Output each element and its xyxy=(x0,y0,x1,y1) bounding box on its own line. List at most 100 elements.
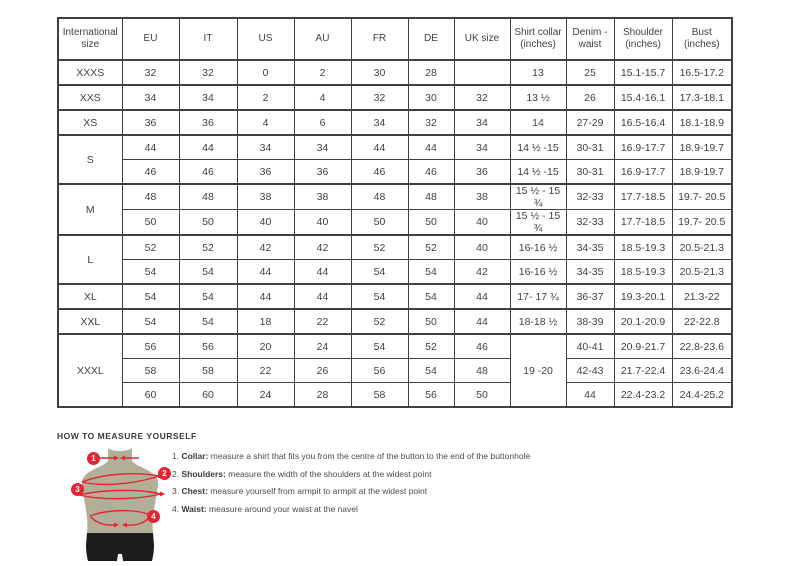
cell: 22 xyxy=(236,358,295,383)
cell: 36-37 xyxy=(565,283,615,310)
cell: 32 xyxy=(121,59,180,86)
cell: 50 xyxy=(121,209,180,236)
cell: 40 xyxy=(453,234,511,260)
cell: 34 xyxy=(453,134,511,160)
table-row-xxxs: XXXS 32 32 0 2 30 28 13 25 15.1-15.7 16.… xyxy=(57,59,733,86)
cell: 6 xyxy=(293,109,352,136)
cell: 18 xyxy=(236,308,295,335)
cell: 52 xyxy=(178,234,238,260)
cell: 48 xyxy=(350,183,409,210)
header-row: International size EU IT US AU FR DE UK … xyxy=(57,17,733,61)
measure-step-shoulders: 2. Shoulders: measure the width of the s… xyxy=(172,466,622,484)
cell: 25 xyxy=(565,59,615,86)
cell: 32-33 xyxy=(565,209,615,236)
cell: 19.7- 20.5 xyxy=(671,183,733,210)
cell: 15.1-15.7 xyxy=(613,59,673,86)
cell: 54 xyxy=(178,283,238,310)
cell: 21.3-22 xyxy=(671,283,733,310)
cell: 0 xyxy=(236,59,295,86)
cell: 60 xyxy=(178,382,238,408)
table-row-m-2: 50 50 40 40 50 50 40 15 ½ - 15 ¾ 32-33 1… xyxy=(58,209,733,236)
cell: 18.5-19.3 xyxy=(613,234,673,260)
step-label: Chest: xyxy=(181,486,208,496)
cell: 16.9-17.7 xyxy=(613,159,673,185)
cell: 15.4-16.1 xyxy=(613,84,673,111)
col-header-de: DE xyxy=(407,17,455,61)
step-badge-3: 3 xyxy=(71,483,84,496)
cell: 18.5-19.3 xyxy=(613,259,673,285)
cell: 36 xyxy=(121,109,180,136)
cell: 16.5-17.2 xyxy=(671,59,733,86)
cell: 20 xyxy=(236,333,295,359)
cell: 13 xyxy=(509,59,567,86)
step-text: measure around your waist at the navel xyxy=(209,503,358,514)
col-header-shoulder: Shoulder (inches) xyxy=(613,17,673,61)
step-text: measure the width of the shoulders at th… xyxy=(228,468,432,479)
cell: 18.9-19.7 xyxy=(671,159,733,185)
cell: 22 xyxy=(293,308,352,335)
cell: 54 xyxy=(350,259,409,285)
cell: 14 ½ -15 xyxy=(509,134,567,160)
measure-steps-list: 1. Collar: measure a shirt that fits you… xyxy=(172,448,622,518)
cell: 40 xyxy=(453,209,511,236)
cell: 50 xyxy=(407,308,455,335)
measure-step-collar: 1. Collar: measure a shirt that fits you… xyxy=(172,448,622,466)
cell: 15 ½ - 15 ¾ xyxy=(509,209,567,236)
cell: 44 xyxy=(453,308,511,335)
cell: 21.7-22.4 xyxy=(613,358,673,383)
cell: 48 xyxy=(121,183,180,210)
size-chart-table: International size EU IT US AU FR DE UK … xyxy=(57,17,733,408)
cell: 32 xyxy=(178,59,238,86)
cell: 54 xyxy=(121,308,180,335)
step-label: Shoulders: xyxy=(181,468,226,479)
cell: 18.1-18.9 xyxy=(671,109,733,136)
cell: 22.4-23.2 xyxy=(613,382,673,408)
measure-step-chest: 3. Chest: measure yourself from armpit t… xyxy=(172,483,622,501)
cell: 40-41 xyxy=(565,333,615,359)
cell: 48 xyxy=(178,183,238,210)
cell: 44 xyxy=(453,283,511,310)
chest-measure-arrow xyxy=(78,489,165,500)
cell: 50 xyxy=(178,209,238,236)
cell: 30 xyxy=(407,84,455,111)
table-row-m-1: M 48 48 38 38 48 48 38 15 ½ - 15 ¾ 32-33… xyxy=(57,183,733,236)
cell: 44 xyxy=(565,382,615,408)
cell: 54 xyxy=(350,333,409,359)
cell: 46 xyxy=(350,159,409,185)
cell: 56 xyxy=(121,333,180,359)
cell: 34 xyxy=(350,109,409,136)
cell: 54 xyxy=(178,308,238,335)
step-number: 2. xyxy=(172,468,180,479)
table-row-l-2: 54 54 44 44 54 54 42 16-16 ½ 34-35 18.5-… xyxy=(58,259,733,285)
cell: 38-39 xyxy=(565,308,615,335)
cell: 17.7-18.5 xyxy=(613,209,673,236)
cell: 38 xyxy=(293,183,352,210)
cell: 54 xyxy=(121,259,180,285)
size-cell: XXXL xyxy=(57,333,123,408)
cell: 42 xyxy=(236,234,295,260)
cell: 20.9-21.7 xyxy=(613,333,673,359)
cell: 15 ½ - 15 ¾ xyxy=(509,183,567,210)
step-badge-2: 2 xyxy=(158,467,171,480)
cell: 34-35 xyxy=(565,259,615,285)
cell: 56 xyxy=(350,358,409,383)
cell: 4 xyxy=(293,84,352,111)
cell: 54 xyxy=(407,259,455,285)
cell: 48 xyxy=(407,183,455,210)
cell: 44 xyxy=(293,283,352,310)
step-text: measure a shirt that fits you from the c… xyxy=(210,451,531,461)
cell: 52 xyxy=(350,308,409,335)
cell: 44 xyxy=(236,259,295,285)
cell: 19.7- 20.5 xyxy=(671,209,733,236)
cell: 28 xyxy=(293,382,352,408)
table-row-xxl: XXL 54 54 18 22 52 50 44 18-18 ½ 38-39 2… xyxy=(57,308,733,335)
size-cell: XXL xyxy=(57,308,123,335)
cell: 17.3-18.1 xyxy=(671,84,733,111)
cell: 24 xyxy=(293,333,352,359)
cell: 22.8-23.6 xyxy=(671,333,733,359)
table-row-s-1: S 44 44 34 34 44 44 34 14 ½ -15 30-31 16… xyxy=(57,134,733,185)
cell: 16-16 ½ xyxy=(509,259,567,285)
cell: 32 xyxy=(453,84,511,111)
table-row-xl: XL 54 54 44 44 54 54 44 17- 17 ¾ 36-37 1… xyxy=(57,283,733,310)
